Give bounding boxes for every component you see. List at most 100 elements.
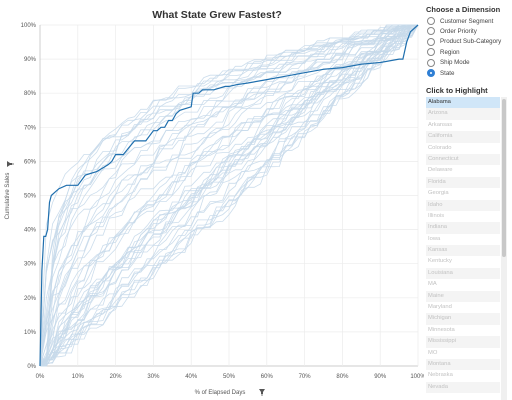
radio-option[interactable]: Region [427, 47, 460, 57]
chart: What State Grew Fastest? 0% 10% 20% 30% 40% 5… [5, 9, 424, 396]
background-series [39, 24, 419, 367]
y-tick-label: 80% [24, 91, 37, 97]
highlight-list-item[interactable]: Maine [426, 290, 500, 303]
y-tick-label: 30% [24, 262, 37, 268]
highlight-list-item[interactable]: California [426, 131, 500, 143]
x-axis-ticks: 0% 10% 20% 30% 40% 50% 60% 70% 80% 90% 100% [36, 374, 424, 380]
x-tick-label: 50% [223, 374, 236, 380]
y-tick-label: 10% [24, 330, 37, 336]
highlighted-series-line [39, 24, 419, 367]
highlight-list-item[interactable]: Connecticut [426, 153, 500, 166]
highlight-list-item[interactable]: Florida [426, 176, 500, 189]
highlight-list-item[interactable]: Indiana [426, 222, 500, 234]
highlight-list-item[interactable]: Montana [426, 358, 500, 371]
y-tick-label: 0% [27, 364, 36, 370]
y-tick-label: 70% [24, 125, 37, 131]
radio-button[interactable] [427, 37, 435, 46]
x-tick-label: 0% [36, 374, 45, 380]
series-line [39, 24, 418, 367]
radio-label: Product Sub-Category [440, 38, 502, 46]
x-tick-label: 40% [185, 374, 198, 380]
series-line [39, 24, 418, 363]
series-line [39, 24, 418, 367]
series-line [39, 24, 418, 367]
x-tick-label: 30% [147, 374, 160, 380]
radio-label: Ship Mode [440, 59, 470, 67]
y-tick-label: 100% [21, 23, 37, 29]
radio-button[interactable] [427, 48, 435, 57]
radio-button[interactable] [427, 17, 435, 25]
series-line [39, 24, 418, 367]
series-line [39, 24, 418, 363]
highlight-list-item[interactable]: MA [428, 281, 437, 288]
x-tick-label: 10% [72, 374, 85, 380]
series-line [39, 24, 419, 361]
highlight-list-item[interactable]: Georgia [428, 190, 449, 197]
pin-icon[interactable] [7, 161, 14, 167]
radio-button[interactable] [427, 58, 435, 67]
highlight-list-item[interactable]: Alabama [426, 97, 500, 109]
series-line [39, 24, 419, 367]
series-line [39, 24, 418, 365]
y-axis-ticks: 0% 10% 20% 30% 40% 50% 60% 70% 80% 90% 100% [21, 23, 37, 370]
highlight-list-item[interactable]: Michigan [426, 313, 500, 325]
y-tick-label: 60% [24, 159, 37, 165]
x-tick-label: 90% [374, 374, 387, 380]
y-axis-label: Cumulative Sales [5, 173, 11, 220]
x-axis-label: % of Elapsed Days [195, 390, 246, 396]
radio-label: Customer Segment [440, 17, 494, 25]
series-line [39, 24, 419, 367]
radio-button[interactable] [427, 27, 435, 36]
highlight-list-item[interactable]: Louisiana [426, 267, 500, 280]
series-line [39, 24, 418, 367]
y-tick-label: 90% [24, 57, 37, 63]
series-line [40, 24, 418, 367]
x-tick-label: 80% [336, 374, 349, 380]
highlight-list-item[interactable]: Idaho [426, 199, 500, 211]
highlight-list-item[interactable]: Nevada [426, 381, 500, 394]
highlight-list-item[interactable]: Illinois [428, 212, 445, 219]
x-tick-label: 70% [299, 374, 312, 380]
highlight-list-item[interactable]: Iowa [428, 235, 441, 242]
pin-icon[interactable] [259, 389, 265, 396]
series-line [40, 24, 418, 362]
highlight-list-item[interactable]: Minnesota [428, 326, 455, 333]
highlight-list-item[interactable]: Arkansas [428, 121, 453, 128]
highlight-list-item[interactable]: MO [428, 349, 438, 356]
y-tick-label: 50% [24, 194, 37, 200]
radio-option[interactable]: Order Priority [427, 26, 477, 36]
series-line [39, 24, 419, 367]
highlight-list-item[interactable]: Nebraska [428, 372, 453, 379]
radio-option[interactable]: Customer Segment [427, 16, 493, 26]
radio-option[interactable]: State [427, 68, 454, 78]
highlight-list-item[interactable]: Colorado [428, 144, 452, 151]
scrollbar-thumb[interactable] [502, 99, 506, 257]
radio-option[interactable]: Ship Mode [427, 58, 470, 68]
x-tick-label: 60% [261, 374, 274, 380]
series-line [40, 24, 419, 362]
highlight-list-item[interactable]: Kansas [426, 245, 500, 257]
series-line [39, 24, 418, 367]
series-line [39, 24, 419, 367]
dimension-panel-title: Choose a Dimension [426, 5, 501, 14]
highlight-list-item[interactable]: Delaware [428, 167, 453, 174]
highlight-scrollbar[interactable] [501, 97, 507, 400]
y-tick-label: 20% [24, 296, 37, 302]
highlighted-series [39, 24, 419, 367]
series-line [39, 24, 419, 367]
series-line [39, 24, 419, 367]
radio-option[interactable]: Product Sub-Category [427, 37, 501, 47]
highlight-list-item[interactable]: Kentucky [428, 258, 452, 265]
y-tick-label: 40% [24, 228, 37, 234]
x-tick-label: 100% [410, 374, 424, 380]
radio-button[interactable] [427, 69, 435, 77]
radio-label: Region [440, 48, 460, 56]
highlight-panel-title: Click to Highlight [426, 86, 488, 95]
highlight-list-item[interactable]: Mississippi [426, 336, 500, 348]
highlight-list-item[interactable]: Maryland [428, 304, 452, 311]
series-line [39, 24, 418, 365]
highlight-list-item[interactable]: Arizona [426, 108, 500, 120]
x-tick-label: 20% [110, 374, 123, 380]
series-line [39, 24, 418, 367]
highlight-list: Alabama Arizona Arkansas California Colorado… [426, 97, 500, 400]
